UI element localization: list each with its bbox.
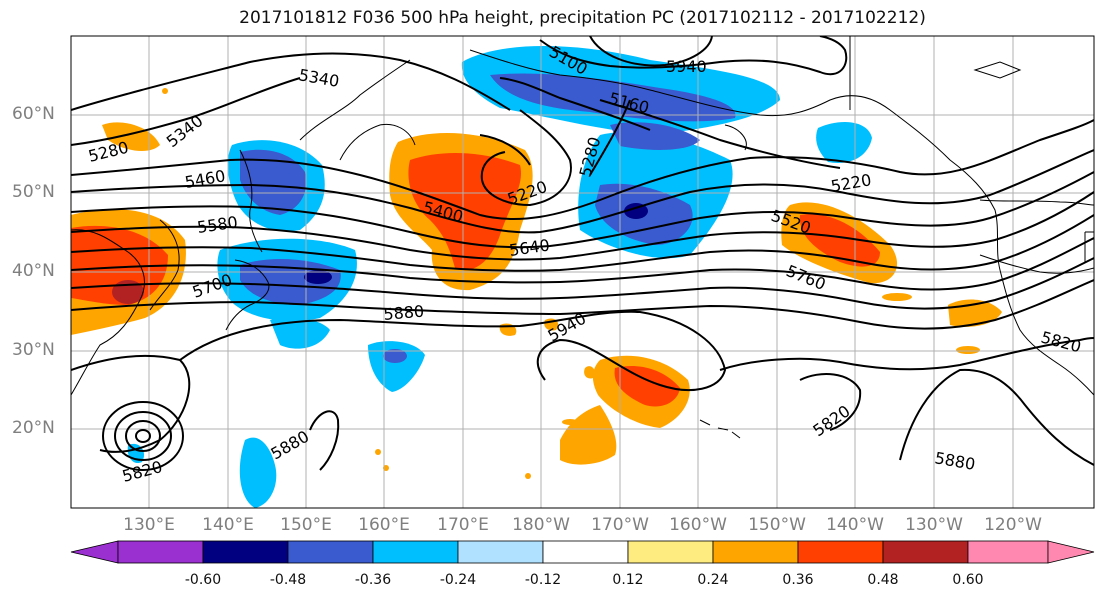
lat-label: 30°N: [12, 340, 55, 360]
colorbar-tick-label: 0.36: [782, 572, 814, 588]
colorbar-swatch: [287, 540, 374, 564]
colorbar-swatch: [967, 540, 1049, 564]
lon-label: 140°W: [826, 515, 884, 535]
colorbar-swatch: [202, 540, 289, 564]
colorbar-extend-high: [1047, 540, 1095, 564]
colorbar-swatch: [882, 540, 969, 564]
contour-label: 5880: [383, 302, 425, 324]
colorbar-tick-label: -0.12: [524, 572, 562, 588]
colorbar-swatch: [117, 540, 204, 564]
colorbar-tick-label: 0.12: [612, 572, 644, 588]
colorbar-swatch: [542, 540, 629, 564]
lon-label: 150°W: [748, 515, 806, 535]
lon-label: 170°W: [591, 515, 649, 535]
colorbar-tick-label: -0.36: [354, 572, 392, 588]
map-title: 2017101812 F036 500 hPa height, precipit…: [239, 8, 926, 28]
colorbar-tick-label: -0.60: [184, 572, 222, 588]
graticule: [71, 36, 1094, 508]
lon-label: 130°E: [123, 515, 175, 535]
lon-label: 140°E: [202, 515, 254, 535]
lon-label: 130°W: [905, 515, 963, 535]
lat-label: 40°N: [12, 261, 55, 281]
colorbar-tick-label: 0.60: [952, 572, 984, 588]
lon-label: 150°E: [280, 515, 332, 535]
lon-label: 160°E: [358, 515, 410, 535]
colorbar-tick-label: -0.48: [269, 572, 307, 588]
colorbar-swatch: [627, 540, 714, 564]
height-contours: [71, 36, 1094, 471]
lon-label: 170°E: [437, 515, 489, 535]
colorbar-swatch: [797, 540, 884, 564]
lat-label: 20°N: [12, 418, 55, 438]
lon-label: 160°W: [669, 515, 727, 535]
colorbar-extend-low: [70, 540, 119, 564]
colorbar-tick-label: -0.24: [439, 572, 477, 588]
colorbar-tick-label: 0.24: [697, 572, 729, 588]
colorbar-tick-label: 0.48: [867, 572, 899, 588]
colorbar-swatch: [372, 540, 459, 564]
map-frame: [70, 35, 1095, 509]
colorbar-swatch: [712, 540, 799, 564]
lon-label: 180°W: [512, 515, 570, 535]
contour-label: 5940: [666, 57, 707, 76]
lon-label: 120°W: [984, 515, 1042, 535]
colorbar-swatch: [457, 540, 544, 564]
lat-label: 60°N: [12, 104, 55, 124]
colorbar: [70, 540, 1095, 564]
lat-label: 50°N: [12, 182, 55, 202]
